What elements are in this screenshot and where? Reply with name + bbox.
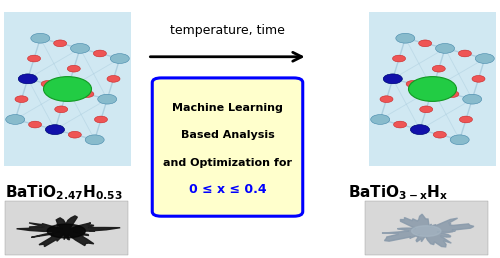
Circle shape — [18, 74, 38, 84]
Text: and Optimization for: and Optimization for — [163, 158, 292, 167]
Circle shape — [476, 54, 494, 63]
Text: Based Analysis: Based Analysis — [180, 131, 274, 140]
Text: $\mathbf{BaTiO_{2.47}H_{0.53}}$: $\mathbf{BaTiO_{2.47}H_{0.53}}$ — [5, 183, 123, 201]
Bar — [5, 201, 128, 255]
Circle shape — [423, 84, 442, 94]
Circle shape — [44, 77, 92, 101]
Circle shape — [472, 76, 485, 82]
Circle shape — [28, 121, 42, 128]
Circle shape — [406, 80, 419, 87]
Circle shape — [462, 94, 481, 104]
FancyBboxPatch shape — [152, 78, 302, 216]
Circle shape — [410, 125, 430, 134]
Circle shape — [18, 74, 38, 84]
Circle shape — [41, 80, 54, 87]
Circle shape — [15, 96, 28, 102]
Circle shape — [28, 55, 40, 62]
Circle shape — [85, 135, 104, 145]
Circle shape — [432, 65, 446, 72]
Bar — [369, 12, 496, 166]
Text: temperature, time: temperature, time — [170, 25, 285, 37]
Circle shape — [94, 116, 108, 123]
Circle shape — [392, 55, 406, 62]
Circle shape — [81, 91, 94, 98]
Bar — [4, 12, 131, 166]
Circle shape — [68, 131, 82, 138]
Polygon shape — [47, 224, 86, 238]
Circle shape — [46, 125, 64, 134]
Circle shape — [380, 96, 393, 102]
Circle shape — [418, 40, 432, 47]
Circle shape — [450, 135, 469, 145]
Circle shape — [434, 131, 446, 138]
Circle shape — [370, 115, 390, 124]
Text: 0 ≤ x ≤ 0.4: 0 ≤ x ≤ 0.4 — [188, 183, 266, 196]
Circle shape — [436, 44, 454, 53]
Text: Machine Learning: Machine Learning — [172, 103, 283, 113]
Circle shape — [460, 116, 472, 123]
Circle shape — [107, 76, 120, 82]
Circle shape — [98, 94, 116, 104]
Text: $\mathbf{BaTiO_{3-x}H_{x}}$: $\mathbf{BaTiO_{3-x}H_{x}}$ — [348, 183, 448, 201]
Circle shape — [384, 74, 402, 84]
Circle shape — [58, 84, 77, 94]
Circle shape — [6, 115, 25, 124]
Circle shape — [384, 74, 402, 84]
Circle shape — [458, 50, 471, 57]
Circle shape — [410, 125, 430, 134]
Circle shape — [54, 40, 66, 47]
Circle shape — [54, 106, 68, 113]
Bar — [365, 201, 488, 255]
Circle shape — [446, 91, 459, 98]
Circle shape — [31, 33, 50, 43]
Circle shape — [94, 50, 106, 57]
Circle shape — [110, 54, 130, 63]
Polygon shape — [412, 226, 441, 236]
Circle shape — [396, 33, 415, 43]
Polygon shape — [382, 214, 474, 247]
Circle shape — [408, 77, 457, 101]
Circle shape — [68, 65, 80, 72]
Polygon shape — [16, 216, 120, 247]
Circle shape — [70, 44, 90, 53]
Circle shape — [394, 121, 406, 128]
Circle shape — [420, 106, 432, 113]
Circle shape — [46, 125, 64, 134]
